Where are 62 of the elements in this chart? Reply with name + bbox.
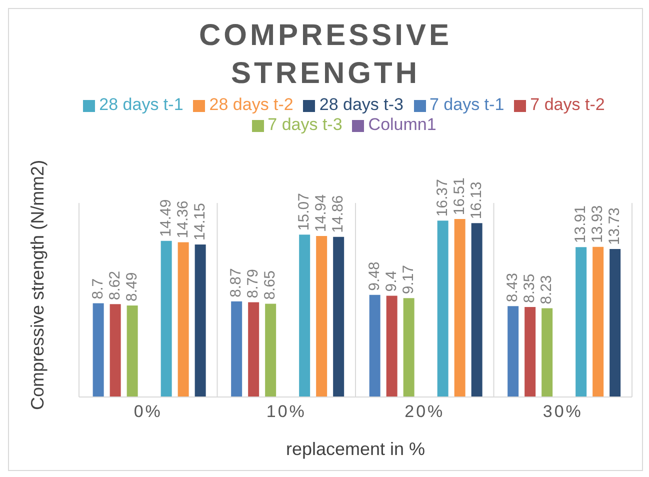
bar xyxy=(403,298,414,397)
data-label: 16.51 xyxy=(450,178,468,216)
data-label: 9.4 xyxy=(382,270,400,292)
y-axis-title: Compressive strength (N/mm2) xyxy=(27,160,48,410)
legend-label: 7 days t-1 xyxy=(430,95,504,114)
data-label: 14.49 xyxy=(157,199,174,237)
legend-label: 28 days t-1 xyxy=(99,95,184,114)
bar xyxy=(160,240,172,397)
bar xyxy=(369,294,380,397)
bar xyxy=(454,219,466,397)
data-label: 14.36 xyxy=(174,200,192,238)
bar xyxy=(92,303,104,397)
data-label: 8.43 xyxy=(504,272,522,302)
data-label: 14.86 xyxy=(330,195,347,233)
x-tick-label: 30% xyxy=(542,402,583,422)
bar xyxy=(299,234,310,397)
x-tick-label: 0% xyxy=(134,402,162,422)
data-label: 8.79 xyxy=(244,269,262,298)
legend-label: 28 days t-2 xyxy=(209,95,294,114)
bar xyxy=(248,302,260,397)
data-label: 8.49 xyxy=(123,272,140,302)
data-label: 13.73 xyxy=(606,207,624,246)
legend-label: 7 days t-2 xyxy=(530,95,605,114)
x-tick-label: 10% xyxy=(266,402,306,422)
bar xyxy=(437,220,448,397)
bar xyxy=(576,247,587,397)
bar xyxy=(610,249,621,397)
data-label: 15.07 xyxy=(296,193,313,231)
data-label: 16.13 xyxy=(468,182,485,220)
data-label: 14.15 xyxy=(191,202,208,240)
x-tick-label: 20% xyxy=(404,402,445,422)
data-label: 16.37 xyxy=(434,179,451,217)
bar xyxy=(471,223,482,397)
chart-title: COMPRESSIVE STRENGTH xyxy=(198,18,454,92)
bar xyxy=(542,308,553,397)
data-label: 8.7 xyxy=(89,278,106,300)
data-label: 13.93 xyxy=(589,205,606,243)
legend-label: 7 days t-3 xyxy=(268,115,342,134)
bar xyxy=(508,306,519,397)
bar xyxy=(231,301,242,397)
bar xyxy=(126,305,138,397)
bar xyxy=(194,244,206,397)
data-label: 14.94 xyxy=(312,194,330,232)
legend-label: Column1 xyxy=(368,115,436,134)
bar xyxy=(524,307,536,397)
data-label: 8.35 xyxy=(521,274,538,304)
legend-label: 28 days t-3 xyxy=(319,95,404,114)
bar xyxy=(316,236,328,397)
data-label: 9.48 xyxy=(366,262,383,291)
bar xyxy=(386,296,398,397)
bar xyxy=(333,236,344,397)
bar xyxy=(265,304,276,397)
data-label: 8.23 xyxy=(538,275,556,304)
bar xyxy=(178,242,189,397)
data-label: 8.65 xyxy=(262,270,279,300)
data-label: 8.62 xyxy=(106,270,124,300)
data-label: 8.87 xyxy=(228,268,245,298)
data-label: 13.91 xyxy=(572,206,590,244)
bar xyxy=(110,304,121,397)
bar xyxy=(592,246,604,397)
data-label: 9.17 xyxy=(400,264,417,294)
x-axis-title: replacement in % xyxy=(286,439,426,459)
